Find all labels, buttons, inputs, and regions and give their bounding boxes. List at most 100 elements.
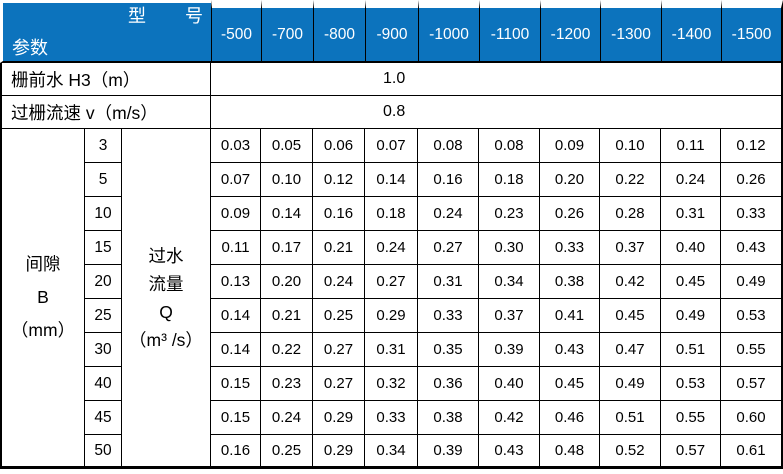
flow-value-cell: 0.46 [540, 401, 600, 435]
flow-value-cell: 0.21 [313, 231, 365, 265]
gap-value-cell: 10 [85, 197, 122, 231]
gap-value-cell: 5 [85, 163, 122, 197]
flow-value-cell: 0.49 [600, 367, 661, 401]
flow-value-cell: 0.09 [540, 129, 600, 163]
flow-value-cell: 0.34 [365, 435, 418, 469]
flow-value-cell: 0.12 [721, 129, 783, 163]
flow-value-cell: 0.28 [600, 197, 661, 231]
flow-value-cell: 0.31 [365, 333, 418, 367]
gap-column-header-line: 间隙 [25, 254, 61, 274]
flow-value-cell: 0.33 [540, 231, 600, 265]
gap-value-cell: 30 [85, 333, 122, 367]
flow-value-cell: 0.31 [661, 197, 721, 231]
flow-value-cell: 0.15 [211, 367, 261, 401]
flow-value-cell: 0.34 [479, 265, 540, 299]
flow-value-cell: 0.09 [211, 197, 261, 231]
model-col-header: -1100 [479, 0, 540, 63]
model-col-header: -1200 [540, 0, 600, 63]
gap-value-cell: 50 [85, 435, 122, 469]
flow-value-cell: 0.51 [661, 333, 721, 367]
param-row: 栅前水 H3（m） 1.0 [0, 63, 783, 96]
param-row-value: 0.8 [211, 96, 783, 129]
matrix-row: 5 0.07 0.10 0.12 0.14 0.16 0.18 0.20 0.22 0.24 0.2… [0, 163, 783, 197]
flow-value-cell: 0.14 [211, 299, 261, 333]
gap-value-cell: 20 [85, 265, 122, 299]
flow-column-header-line: （m³ /s） [129, 329, 203, 350]
gap-column-header: 间隙 B （mm） [0, 129, 85, 469]
matrix-row: 间隙 B （mm） 3 过水 流量 Q （m³ /s） 0.03 0.05 0.06 0.07 0.08… [0, 129, 783, 469]
flow-value-cell: 0.07 [365, 129, 418, 163]
flow-value-cell: 0.24 [661, 163, 721, 197]
flow-value-cell: 0.16 [418, 163, 479, 197]
flow-value-cell: 0.07 [211, 163, 261, 197]
flow-value-cell: 0.45 [540, 367, 600, 401]
model-col-header: -800 [313, 0, 365, 63]
flow-column-header: 过水 流量 Q （m³ /s） [122, 129, 211, 469]
flow-value-cell: 0.22 [600, 163, 661, 197]
flow-value-cell: 0.03 [211, 129, 261, 163]
flow-value-cell: 0.16 [211, 435, 261, 469]
model-col-header: -500 [211, 0, 261, 63]
flow-value-cell: 0.48 [540, 435, 600, 469]
flow-value-cell: 0.57 [721, 367, 783, 401]
flow-value-cell: 0.13 [211, 265, 261, 299]
flow-value-cell: 0.15 [211, 401, 261, 435]
flow-value-cell: 0.20 [540, 163, 600, 197]
flow-value-cell: 0.20 [261, 265, 313, 299]
flow-value-cell: 0.26 [540, 197, 600, 231]
param-axis-label: 参数 [12, 38, 48, 58]
flow-value-cell: 0.25 [313, 299, 365, 333]
flow-value-cell: 0.55 [721, 333, 783, 367]
flow-value-cell: 0.52 [600, 435, 661, 469]
flow-column-header-line: 流量 [148, 273, 184, 294]
flow-value-cell: 0.49 [721, 265, 783, 299]
flow-value-cell: 0.36 [418, 367, 479, 401]
flow-value-cell: 0.14 [261, 197, 313, 231]
flow-value-cell: 0.49 [661, 299, 721, 333]
flow-value-cell: 0.29 [313, 401, 365, 435]
flow-value-cell: 0.43 [479, 435, 540, 469]
flow-value-cell: 0.29 [365, 299, 418, 333]
matrix-row: 15 0.11 0.17 0.21 0.24 0.27 0.30 0.33 0.37 0.40 0.… [0, 231, 783, 265]
flow-value-cell: 0.23 [479, 197, 540, 231]
flow-value-cell: 0.39 [418, 435, 479, 469]
flow-value-cell: 0.14 [211, 333, 261, 367]
model-col-header: -1300 [600, 0, 661, 63]
flow-value-cell: 0.12 [313, 163, 365, 197]
gap-column-header-line: B [37, 287, 49, 307]
flow-value-cell: 0.16 [313, 197, 365, 231]
flow-value-cell: 0.47 [600, 333, 661, 367]
flow-value-cell: 0.35 [418, 333, 479, 367]
flow-value-cell: 0.40 [661, 231, 721, 265]
flow-value-cell: 0.43 [721, 231, 783, 265]
flow-value-cell: 0.31 [418, 265, 479, 299]
flow-value-cell: 0.53 [721, 299, 783, 333]
flow-value-cell: 0.11 [661, 129, 721, 163]
matrix-row: 30 0.14 0.22 0.27 0.31 0.35 0.39 0.43 0.47 0.51 0.… [0, 333, 783, 367]
flow-value-cell: 0.33 [721, 197, 783, 231]
param-row-label: 栅前水 H3（m） [0, 63, 211, 96]
flow-value-cell: 0.27 [313, 333, 365, 367]
flow-value-cell: 0.38 [418, 401, 479, 435]
flow-column-header-line: 过水 [148, 245, 184, 266]
gap-value-cell: 3 [85, 129, 122, 163]
flow-value-cell: 0.05 [261, 129, 313, 163]
gap-value-cell: 25 [85, 299, 122, 333]
flow-value-cell: 0.61 [721, 435, 783, 469]
flow-value-cell: 0.33 [365, 401, 418, 435]
model-col-header: -1000 [418, 0, 479, 63]
model-col-header: -1400 [661, 0, 721, 63]
flow-value-cell: 0.30 [479, 231, 540, 265]
model-col-header: -900 [365, 0, 418, 63]
matrix-row: 20 0.13 0.20 0.24 0.27 0.31 0.34 0.38 0.42 0.45 0.… [0, 265, 783, 299]
flow-value-cell: 0.43 [540, 333, 600, 367]
flow-value-cell: 0.45 [600, 299, 661, 333]
header-row: 型 号 参数 -500 -700 -800 -900 -1000 -1100 -1200 -1… [0, 0, 783, 63]
flow-value-cell: 0.08 [418, 129, 479, 163]
flow-value-cell: 0.24 [365, 231, 418, 265]
flow-value-cell: 0.21 [261, 299, 313, 333]
flow-value-cell: 0.27 [418, 231, 479, 265]
gap-value-cell: 15 [85, 231, 122, 265]
flow-value-cell: 0.40 [479, 367, 540, 401]
param-row-value: 1.0 [211, 63, 783, 96]
